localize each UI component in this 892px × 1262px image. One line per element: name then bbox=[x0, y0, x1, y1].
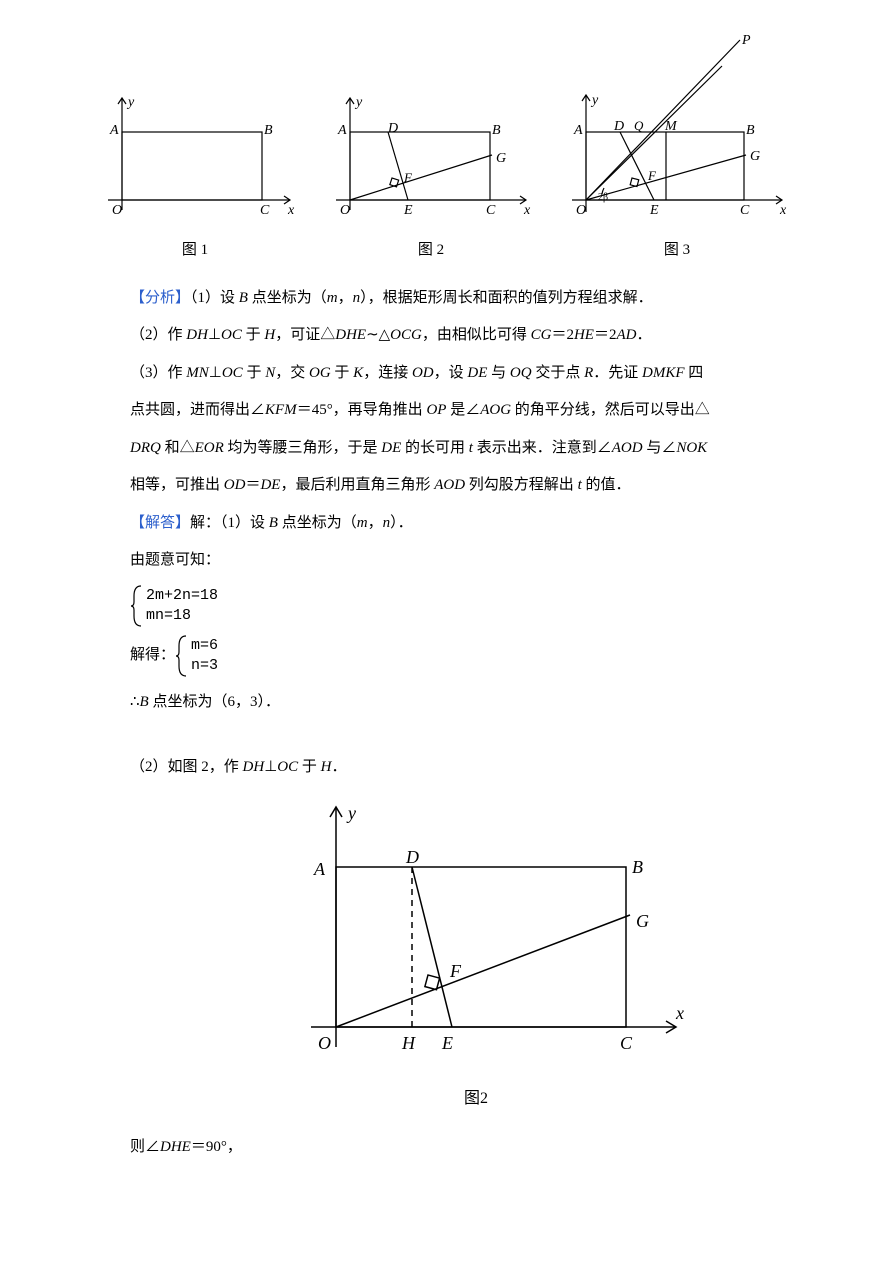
solve-label: 【解答】 bbox=[130, 515, 190, 531]
big-figure-svg: y A D B G F O H E C x bbox=[256, 797, 696, 1077]
part2-text: （2）如图 2，作 DH⊥OC 于 H． bbox=[130, 749, 792, 787]
svg-text:A: A bbox=[337, 123, 347, 138]
svg-text:x: x bbox=[675, 1003, 684, 1023]
figure-3-svg: y A D Q M B P G F O 2β E C x bbox=[562, 30, 792, 230]
figure-3-caption: 图 3 bbox=[664, 232, 690, 270]
analysis-para-1: 【分析】（1）设 B 点坐标为（m，n），根据矩形周长和面积的值列方程组求解． bbox=[130, 280, 792, 318]
svg-text:C: C bbox=[260, 203, 270, 218]
figure-3: y A D Q M B P G F O 2β E C x 图 3 bbox=[562, 30, 792, 270]
svg-text:O: O bbox=[318, 1033, 331, 1053]
big-figure: y A D B G F O H E C x 图2 bbox=[160, 797, 792, 1119]
equation-system-1: 2m+2n=18 mn=18 bbox=[130, 584, 792, 628]
svg-text:B: B bbox=[746, 123, 755, 138]
analysis-para-3b: 点共圆，进而得出∠KFM＝45°，再导角推出 OP 是∠AOG 的角平分线，然后… bbox=[130, 392, 792, 430]
eq2: mn=18 bbox=[146, 606, 218, 626]
analysis-1-text: （1）设 B 点坐标为（m，n），根据矩形周长和面积的值列方程组求解． bbox=[190, 290, 653, 306]
solve-para-1: 【解答】解：（1）设 B 点坐标为（m，n）． bbox=[130, 505, 792, 543]
svg-text:C: C bbox=[620, 1033, 633, 1053]
solve-1-text: 解：（1）设 B 点坐标为（m，n）． bbox=[190, 515, 413, 531]
svg-text:E: E bbox=[441, 1033, 453, 1053]
therefore-text: ∴B 点坐标为（6，3）． bbox=[130, 684, 792, 722]
svg-text:O: O bbox=[340, 203, 350, 218]
figure-2-caption: 图 2 bbox=[418, 232, 444, 270]
svg-text:B: B bbox=[264, 123, 273, 138]
svg-text:O: O bbox=[576, 203, 586, 218]
svg-text:2β: 2β bbox=[598, 192, 608, 203]
solve-get-text: 解得： bbox=[130, 646, 175, 666]
eq1: 2m+2n=18 bbox=[146, 586, 218, 606]
svg-text:y: y bbox=[590, 93, 599, 108]
eq3: m=6 bbox=[191, 636, 218, 656]
figure-1-caption: 图 1 bbox=[182, 232, 208, 270]
figure-2: y A D B G F O E C x 图 2 bbox=[326, 90, 536, 270]
svg-text:x: x bbox=[779, 203, 787, 218]
svg-text:D: D bbox=[613, 119, 624, 134]
analysis-para-3d: 相等，可推出 OD＝DE，最后利用直角三角形 AOD 列勾股方程解出 t 的值． bbox=[130, 467, 792, 505]
svg-text:x: x bbox=[287, 203, 295, 218]
svg-text:A: A bbox=[573, 123, 583, 138]
svg-text:x: x bbox=[523, 203, 531, 218]
brace-icon bbox=[130, 584, 144, 628]
analysis-para-3c: DRQ 和△EOR 均为等腰三角形，于是 DE 的长可用 t 表示出来．注意到∠… bbox=[130, 430, 792, 468]
svg-text:C: C bbox=[486, 203, 496, 218]
svg-text:A: A bbox=[109, 123, 119, 138]
svg-text:G: G bbox=[496, 151, 506, 166]
eq4: n=3 bbox=[191, 656, 218, 676]
known-text: 由题意可知： bbox=[130, 542, 792, 580]
svg-text:G: G bbox=[636, 911, 649, 931]
svg-text:y: y bbox=[346, 803, 356, 823]
svg-text:B: B bbox=[492, 123, 501, 138]
svg-text:D: D bbox=[387, 121, 398, 136]
solve-result: 解得： m=6 n=3 bbox=[130, 634, 792, 678]
svg-text:F: F bbox=[647, 168, 657, 183]
svg-text:D: D bbox=[405, 847, 419, 867]
figure-2-svg: y A D B G F O E C x bbox=[326, 90, 536, 230]
svg-text:y: y bbox=[354, 95, 363, 110]
svg-text:H: H bbox=[401, 1033, 416, 1053]
final-text: 则∠DHE＝90°， bbox=[130, 1129, 792, 1167]
svg-text:E: E bbox=[649, 203, 659, 218]
svg-text:O: O bbox=[112, 203, 122, 218]
brace-icon bbox=[175, 634, 189, 678]
svg-text:F: F bbox=[403, 170, 413, 185]
figure-1-svg: y A B O C x bbox=[90, 90, 300, 230]
svg-text:P: P bbox=[741, 33, 751, 48]
svg-text:G: G bbox=[750, 149, 760, 164]
big-figure-caption: 图2 bbox=[464, 1079, 488, 1119]
analysis-para-3a: （3）作 MN⊥OC 于 N，交 OG 于 K，连接 OD，设 DE 与 OQ … bbox=[130, 355, 792, 393]
svg-text:Q: Q bbox=[634, 118, 644, 133]
analysis-para-2: （2）作 DH⊥OC 于 H，可证△DHE∼△OCG，由相似比可得 CG＝2HE… bbox=[130, 317, 792, 355]
svg-text:y: y bbox=[126, 95, 135, 110]
svg-text:M: M bbox=[664, 119, 678, 134]
analysis-label: 【分析】 bbox=[130, 290, 190, 306]
svg-text:F: F bbox=[449, 961, 462, 981]
figure-row: y A B O C x 图 1 y A D B G bbox=[90, 90, 792, 270]
svg-text:B: B bbox=[632, 857, 643, 877]
figure-1: y A B O C x 图 1 bbox=[90, 90, 300, 270]
svg-text:A: A bbox=[313, 859, 326, 879]
svg-text:E: E bbox=[403, 203, 413, 218]
svg-text:C: C bbox=[740, 203, 750, 218]
